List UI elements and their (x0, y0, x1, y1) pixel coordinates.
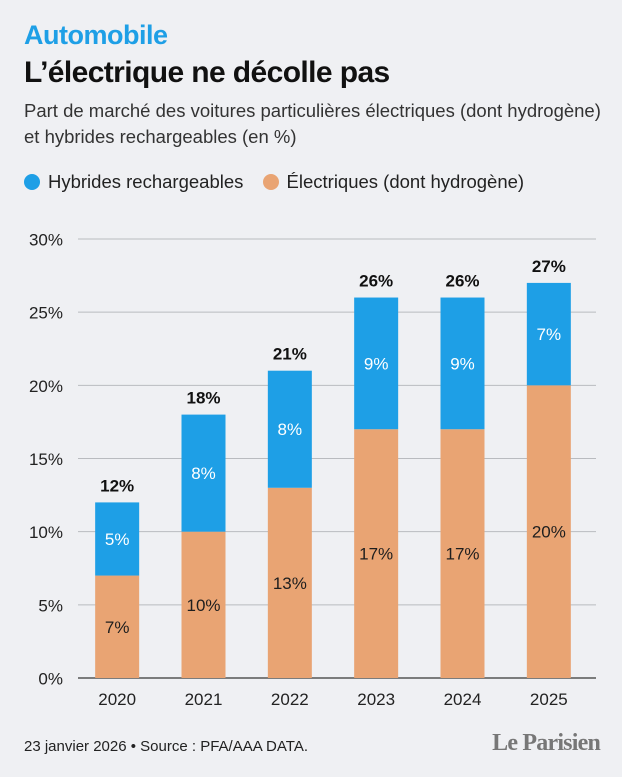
y-tick-label: 5% (38, 596, 63, 615)
y-tick-label: 25% (29, 304, 63, 323)
legend-item-hybrid: Hybrides rechargeables (24, 171, 243, 193)
source-note: 23 janvier 2026 • Source : PFA/AAA DATA. (24, 738, 309, 755)
y-tick-label: 10% (29, 523, 63, 542)
legend-swatch-hybrid (24, 174, 40, 190)
data-label-hybrid: 8% (191, 464, 216, 483)
data-label-electric: 7% (105, 618, 130, 637)
x-tick-label: 2021 (185, 690, 223, 709)
chart-title: L’électrique ne décolle pas (24, 56, 390, 89)
bar-hybrid (526, 282, 571, 386)
total-label: 26% (359, 272, 393, 291)
data-label-hybrid: 9% (450, 354, 475, 373)
bar-hybrid (181, 414, 226, 532)
stacked-bar-chart: 0% 5% 10% 15% 20% 25% 30% 7% 5% 12% 2020 10% 8% 18% 20… (29, 231, 596, 709)
bar-hybrid (267, 370, 312, 488)
data-label-electric: 10% (186, 596, 220, 615)
chart-kicker: Automobile (24, 20, 168, 50)
data-label-hybrid: 9% (364, 354, 389, 373)
bar-hybrid (354, 297, 399, 430)
le-parisien-logo: Le Parisien (492, 730, 601, 756)
x-tick-label: 2020 (98, 690, 136, 709)
total-label: 27% (532, 257, 566, 276)
chart-legend: Hybrides rechargeables Électriques (dont… (24, 171, 538, 195)
data-label-electric: 17% (445, 545, 479, 564)
x-tick-label: 2025 (530, 690, 568, 709)
data-label-hybrid: 5% (105, 530, 130, 549)
bar-hybrid (95, 502, 140, 576)
data-label-electric: 20% (532, 523, 566, 542)
bar-electric (440, 429, 485, 678)
legend-swatch-electric (262, 174, 279, 190)
data-label-hybrid: 7% (537, 325, 562, 344)
chart-subtitle: Part de marché des voitures particulière… (24, 100, 601, 147)
legend-label-electric: Électriques (dont hydrogène) (286, 171, 525, 192)
bar-electric (526, 385, 571, 678)
data-label-electric: 17% (359, 545, 393, 564)
y-tick-label: 20% (29, 377, 63, 396)
bar-hybrid (440, 297, 485, 430)
x-tick-label: 2022 (271, 690, 309, 709)
bar-electric (354, 429, 399, 678)
total-label: 12% (100, 476, 134, 495)
legend-item-electric: Électriques (dont hydrogène) (262, 171, 525, 193)
x-tick-label: 2024 (444, 690, 482, 709)
y-tick-label: 30% (29, 231, 63, 250)
bar-electric (95, 575, 140, 678)
bar-electric (267, 487, 312, 678)
total-label: 18% (186, 389, 220, 408)
data-label-electric: 13% (273, 574, 307, 593)
data-label-hybrid: 8% (278, 420, 303, 439)
total-label: 21% (273, 345, 307, 364)
total-label: 26% (445, 272, 479, 291)
bar-electric (181, 531, 226, 678)
legend-label-hybrid: Hybrides rechargeables (48, 171, 244, 192)
y-tick-label: 0% (38, 670, 63, 689)
y-tick-label: 15% (29, 450, 63, 469)
x-tick-label: 2023 (357, 690, 395, 709)
